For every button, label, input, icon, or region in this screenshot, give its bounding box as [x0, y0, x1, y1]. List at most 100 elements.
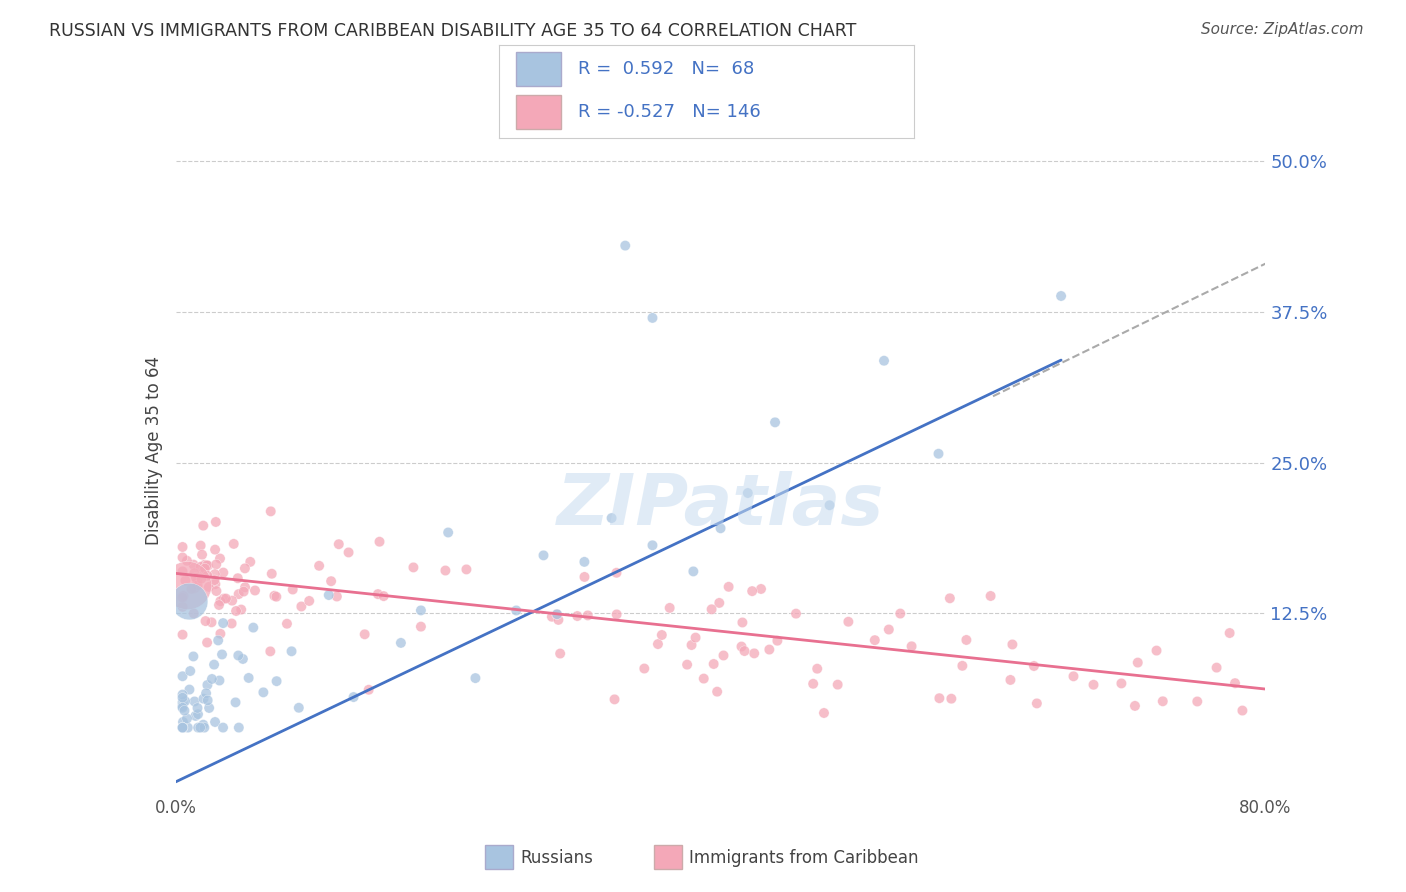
Point: [546, 607, 568, 622]
Point: [1205, 660, 1227, 674]
Point: [941, 691, 963, 706]
Text: Russians: Russians: [520, 849, 593, 867]
Point: [212, 566, 235, 580]
Point: [409, 603, 432, 617]
Point: [889, 607, 911, 621]
Point: [1063, 669, 1085, 683]
Point: [326, 590, 349, 604]
Point: [226, 571, 249, 585]
Point: [548, 647, 571, 661]
Point: [183, 566, 205, 581]
Point: [228, 587, 250, 601]
Point: [197, 558, 219, 573]
Point: [693, 672, 716, 686]
Point: [195, 635, 218, 649]
Point: [763, 415, 786, 429]
Point: [233, 561, 256, 575]
Point: [172, 565, 194, 579]
Point: [749, 582, 772, 596]
Point: [194, 614, 217, 628]
Point: [198, 580, 221, 594]
Point: [252, 685, 274, 699]
Point: [1126, 656, 1149, 670]
Point: [266, 674, 288, 689]
Point: [186, 574, 208, 589]
Point: [211, 648, 233, 662]
Text: R =  0.592   N=  68: R = 0.592 N= 68: [578, 60, 754, 78]
Point: [703, 657, 725, 671]
Point: [176, 554, 198, 568]
Point: [308, 558, 330, 573]
Point: [212, 591, 235, 606]
Point: [225, 604, 247, 618]
Point: [174, 574, 197, 588]
Point: [225, 695, 247, 709]
Point: [827, 678, 849, 692]
Point: [183, 694, 205, 708]
Point: [186, 701, 208, 715]
Point: [368, 534, 391, 549]
Point: [806, 662, 828, 676]
Point: [464, 671, 486, 685]
Point: [242, 621, 264, 635]
Point: [172, 540, 194, 554]
Point: [226, 648, 249, 663]
Point: [280, 644, 302, 658]
Point: [172, 591, 194, 605]
Point: [193, 518, 215, 533]
Point: [243, 583, 266, 598]
Point: [603, 692, 626, 706]
Text: Immigrants from Caribbean: Immigrants from Caribbean: [689, 849, 918, 867]
Point: [567, 609, 589, 624]
Point: [1022, 659, 1045, 673]
Point: [437, 525, 460, 540]
Point: [260, 504, 283, 518]
Point: [434, 564, 457, 578]
Point: [195, 558, 218, 573]
Point: [685, 631, 707, 645]
Point: [191, 548, 214, 562]
Point: [197, 678, 219, 692]
Point: [533, 549, 555, 563]
Point: [209, 594, 232, 608]
Point: [179, 682, 201, 697]
Point: [928, 691, 950, 706]
Point: [231, 602, 253, 616]
Point: [172, 688, 194, 702]
Point: [318, 588, 340, 602]
Point: [202, 657, 225, 672]
Point: [546, 607, 568, 622]
FancyBboxPatch shape: [516, 52, 561, 86]
Point: [1111, 676, 1133, 690]
Point: [818, 498, 841, 512]
Point: [190, 539, 212, 553]
Point: [298, 594, 321, 608]
Point: [1001, 637, 1024, 651]
Point: [172, 550, 194, 565]
Point: [172, 714, 194, 729]
Point: [276, 616, 298, 631]
Point: [176, 712, 198, 726]
Point: [172, 590, 194, 604]
Point: [873, 353, 896, 368]
Point: [605, 566, 627, 580]
Point: [717, 580, 740, 594]
Point: [456, 562, 478, 576]
Point: [713, 648, 735, 663]
Point: [193, 568, 215, 582]
Point: [212, 721, 235, 735]
Text: RUSSIAN VS IMMIGRANTS FROM CARIBBEAN DISABILITY AGE 35 TO 64 CORRELATION CHART: RUSSIAN VS IMMIGRANTS FROM CARIBBEAN DIS…: [49, 22, 856, 40]
Point: [172, 599, 194, 614]
Text: ZIPatlas: ZIPatlas: [557, 471, 884, 540]
Point: [928, 447, 950, 461]
Point: [737, 486, 759, 500]
Point: [172, 696, 194, 710]
Point: [193, 691, 215, 706]
Point: [232, 584, 254, 599]
Point: [195, 686, 218, 700]
Point: [172, 699, 194, 714]
Point: [321, 574, 343, 589]
Point: [651, 628, 673, 642]
Point: [172, 690, 194, 705]
Point: [200, 615, 222, 630]
